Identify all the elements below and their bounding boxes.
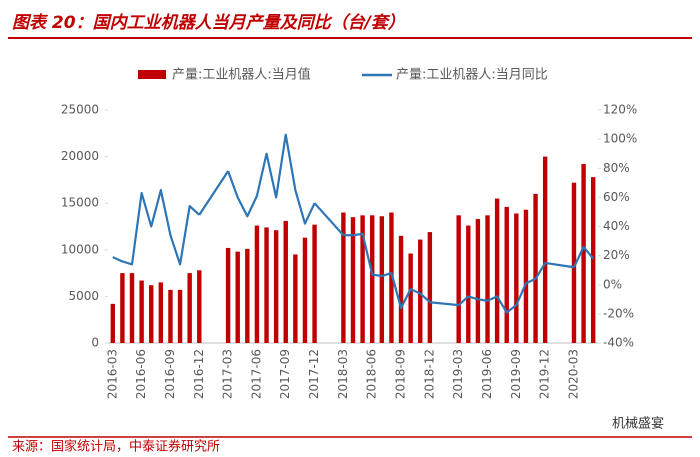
bar xyxy=(542,156,548,343)
line-series xyxy=(112,188,201,266)
x-tick-label: 2019-09 xyxy=(509,349,523,399)
y2-tick-label: -40% xyxy=(603,336,634,350)
source: 来源：国家统计局，中泰证券研究所 xyxy=(12,439,220,455)
y2-tick-label: 0% xyxy=(603,277,622,291)
x-tick-label: 2016-06 xyxy=(134,349,148,399)
legend-swatch xyxy=(138,70,166,79)
bar xyxy=(475,219,481,343)
line-series xyxy=(343,232,431,310)
bar xyxy=(485,215,490,343)
bar xyxy=(408,253,413,343)
x-tick-label: 2018-06 xyxy=(365,349,379,399)
bar xyxy=(504,206,509,343)
line-bridge xyxy=(429,301,459,307)
bar xyxy=(293,254,298,343)
bar xyxy=(360,215,365,343)
x-tick-label: 2018-03 xyxy=(336,349,350,399)
x-tick-label: 2017-09 xyxy=(278,349,292,399)
bar xyxy=(283,220,288,343)
x-tick-label: 2019-12 xyxy=(538,349,552,399)
bar xyxy=(581,164,586,343)
bar xyxy=(254,225,260,343)
y-tick-label: 15000 xyxy=(61,196,99,210)
y-tick-label: 25000 xyxy=(61,103,99,117)
bar xyxy=(168,289,173,343)
bar xyxy=(514,213,519,343)
bar xyxy=(187,273,192,343)
bar xyxy=(590,177,596,343)
line-series xyxy=(572,245,595,268)
bar xyxy=(370,215,375,343)
bar xyxy=(379,216,385,343)
y2-tick-label: 40% xyxy=(603,219,630,233)
bar xyxy=(571,182,577,343)
chart-title: 图表 20：国内工业机器人当月产量及同比（台/套） xyxy=(12,13,405,33)
y2-tick-label: 20% xyxy=(603,248,630,262)
bar xyxy=(264,227,269,343)
bar xyxy=(312,224,317,343)
bar xyxy=(398,235,404,343)
bar xyxy=(120,273,125,343)
line-series xyxy=(227,133,316,225)
bar xyxy=(235,251,240,343)
y-tick-label: 20000 xyxy=(61,149,99,163)
bar xyxy=(427,232,433,343)
bar xyxy=(110,303,116,343)
y2-tick-label: 60% xyxy=(603,190,630,204)
x-tick-label: 2019-06 xyxy=(480,349,494,399)
line-bridge xyxy=(198,170,230,216)
watermark: 机械盛宴 xyxy=(612,416,664,432)
y2-tick-label: 120% xyxy=(603,103,637,117)
y2-tick-label: -20% xyxy=(603,306,634,320)
x-tick-label: 2017-06 xyxy=(249,349,263,399)
line-bridge xyxy=(313,202,345,236)
bar xyxy=(177,289,183,343)
bar xyxy=(533,193,538,343)
y-tick-label: 10000 xyxy=(61,242,99,256)
line-bridge xyxy=(544,261,575,269)
line-series xyxy=(457,262,547,314)
y-tick-label: 0 xyxy=(91,336,99,350)
bar xyxy=(523,209,529,343)
legend-label: 产量:工业机器人:当月同比 xyxy=(396,68,548,83)
bar xyxy=(129,273,135,343)
bar xyxy=(341,212,346,343)
y-tick-label: 5000 xyxy=(68,289,99,303)
bar xyxy=(158,282,164,343)
x-tick-label: 2016-03 xyxy=(105,349,119,399)
bar xyxy=(245,248,250,343)
x-tick-label: 2016-12 xyxy=(192,349,206,399)
x-tick-label: 2016-09 xyxy=(163,349,177,399)
bar xyxy=(494,198,500,343)
bar xyxy=(197,270,202,343)
x-tick-label: 2019-03 xyxy=(451,349,465,399)
bar xyxy=(350,217,356,343)
bar xyxy=(418,239,423,343)
x-tick-label: 2018-12 xyxy=(422,349,436,399)
legend-label: 产量:工业机器人:当月值 xyxy=(172,67,311,83)
bar xyxy=(139,280,144,343)
bar xyxy=(273,230,279,343)
x-tick-label: 2017-03 xyxy=(221,349,235,399)
x-tick-label: 2017-12 xyxy=(307,349,321,399)
y2-tick-label: 80% xyxy=(603,161,630,175)
bar xyxy=(225,247,231,343)
bar xyxy=(389,212,394,343)
bar xyxy=(302,237,308,343)
bar xyxy=(466,225,471,343)
y2-tick-label: 100% xyxy=(603,132,637,146)
x-tick-label: 2020-03 xyxy=(566,349,580,399)
bar xyxy=(149,285,154,343)
bar xyxy=(456,215,461,343)
x-tick-label: 2018-09 xyxy=(394,349,408,399)
